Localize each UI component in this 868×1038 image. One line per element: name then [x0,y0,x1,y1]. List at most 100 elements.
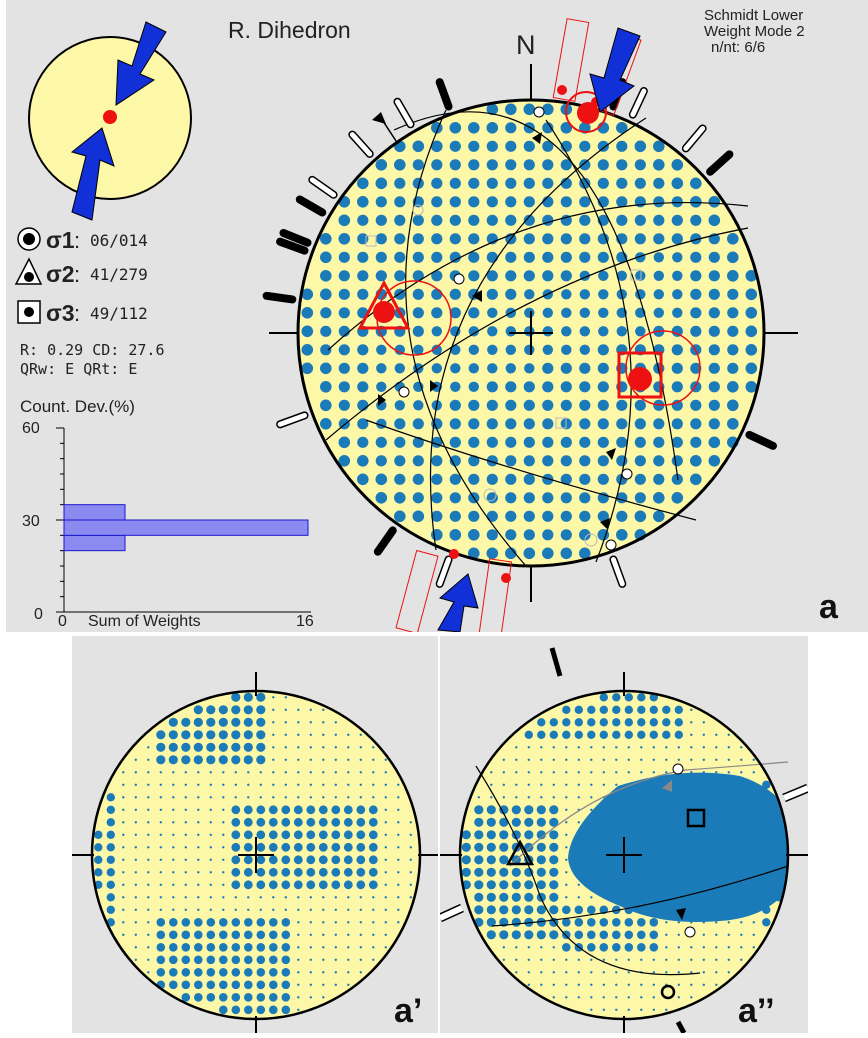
density-dot [708,399,720,411]
inset-stress-ball [28,21,192,221]
density-dot [715,983,718,986]
density-dot [318,805,328,815]
density-dot [334,983,337,986]
density-dot [309,996,312,999]
density-dot [184,796,187,799]
density-dot [499,855,509,865]
density-dot [515,958,518,961]
density-dot [690,436,702,448]
density-dot [502,783,505,786]
density-dot [320,344,332,356]
density-dot [486,196,498,208]
density-dot [602,746,605,749]
density-dot [524,892,534,902]
density-dot [708,307,720,319]
density-dot [222,808,225,811]
density-dot [219,980,228,990]
density-dot [597,418,609,430]
density-dot [708,214,721,227]
density-dot [384,908,387,911]
density-dot [590,996,593,999]
density-dot [449,418,461,430]
density-dot [499,880,509,890]
density-dot [579,492,591,504]
density-dot [690,708,693,711]
density-dot [431,473,443,485]
max-density-region [568,772,788,922]
sigma3-marker [686,808,706,828]
density-dot [269,968,278,977]
density-dot [549,817,559,827]
density-dot [309,721,312,724]
density-dot [708,362,720,374]
density-dot [297,733,300,736]
density-dot [334,946,337,949]
density-dot [347,771,350,774]
density-dot [762,918,771,927]
density-dot [565,983,568,986]
density-dot [357,270,369,282]
density-dot [106,893,115,902]
density-dot [665,921,668,924]
density-dot [727,733,730,736]
density-dot [169,930,178,940]
density-dot [243,855,253,865]
density-dot [409,833,412,836]
density-dot [169,918,178,927]
density-dot [565,871,568,874]
density-dot [347,783,350,786]
density-dot [727,971,730,974]
density-dot [306,842,316,852]
density-dot [577,796,580,799]
density-dot [318,817,328,827]
density-dot [540,771,543,774]
density-dot [368,830,378,840]
density-dot [524,830,534,840]
panel-a: R. Dihedron N Schmidt Lower Weight Mode … [6,0,868,642]
density-dot [634,399,646,411]
density-dot [542,529,554,541]
density-dot [565,996,568,999]
density-dot [359,971,362,974]
density-dot [640,771,643,774]
density-dot [662,718,671,727]
density-dot [134,771,137,774]
density-dot [209,821,212,824]
density-dot [487,307,498,318]
density-dot [122,771,125,774]
density-dot [334,921,337,924]
density-dot [301,325,314,338]
density-dot [552,971,555,974]
density-dot [615,983,618,986]
density-dot [560,251,572,263]
density-dot [218,730,228,740]
density-dot [612,943,621,952]
density-dot [579,326,590,337]
sigma2-symbol: σ2 [46,261,75,287]
density-dot [552,946,555,949]
density-dot [209,808,212,811]
density-dot [740,746,743,749]
density-dot [197,771,200,774]
density-dot [672,289,683,300]
density-dot [468,307,480,319]
density-dot [397,858,400,861]
density-dot [243,842,253,852]
density-dot [338,214,351,227]
density-dot [615,971,618,974]
panel-a-double-prime: a’’ [438,636,810,1035]
density-dot [499,867,509,877]
density-dot [431,307,443,319]
density-dot [640,983,643,986]
density-dot [431,492,443,504]
density-dot [449,399,461,411]
density-dot [502,796,505,799]
density-dot [652,1008,655,1011]
density-dot [652,983,655,986]
density-dot [560,399,572,411]
density-dot [468,251,480,263]
density-dot [122,796,125,799]
density-dot [159,808,162,811]
density-dot [431,326,442,337]
density-dot [474,805,484,815]
